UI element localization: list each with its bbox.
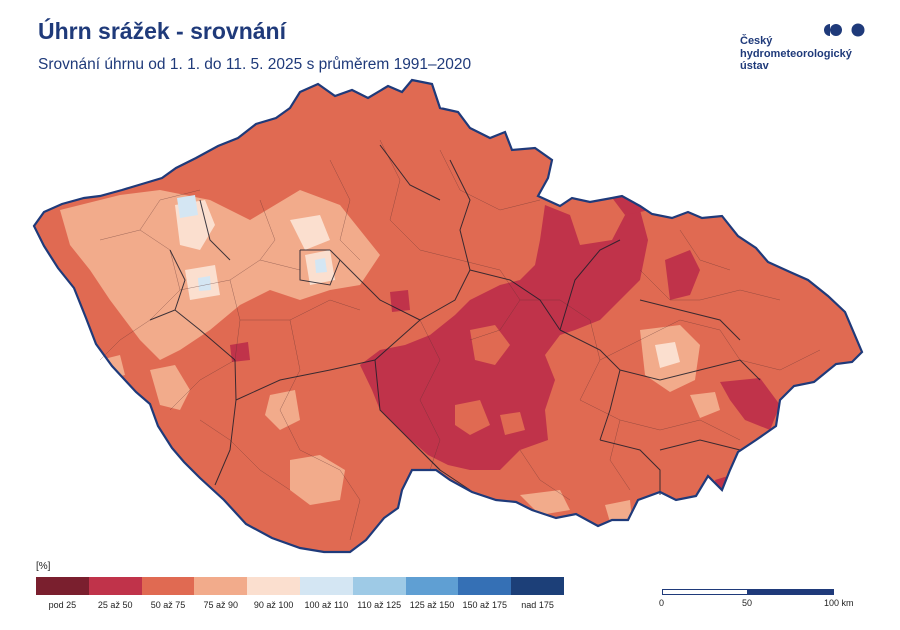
scale-label-zero: 0: [659, 598, 665, 608]
legend-class-label: 125 až 150: [409, 600, 455, 610]
legend-class-label: 90 až 100: [253, 600, 294, 610]
legend-swatch-color: [194, 577, 248, 595]
legend-class-label: pod 25: [48, 600, 77, 610]
legend-class-swatch: [36, 577, 89, 597]
legend-swatch-color: [36, 577, 89, 595]
legend-class-label: 25 až 50: [97, 600, 133, 610]
legend-class-swatch: [352, 577, 406, 597]
scale-label-end: 100 km: [824, 598, 854, 608]
legend-class-label: 100 až 110: [304, 600, 349, 610]
legend-class-swatch: [511, 577, 564, 597]
legend-bar: [36, 577, 564, 597]
legend-swatch-color: [458, 577, 512, 595]
scale-bar-blue-segment: [748, 589, 834, 595]
legend-unit: [%]: [36, 561, 51, 572]
legend-swatch-color: [405, 577, 459, 595]
legend-class-swatch: [194, 577, 248, 597]
scale-bar: [662, 589, 834, 597]
legend-class-label: 75 až 90: [203, 600, 239, 610]
legend-class-swatch: [141, 577, 195, 597]
legend-class-label: 150 až 175: [462, 600, 508, 610]
legend-swatch-color: [88, 577, 142, 595]
legend-class-swatch: [458, 577, 512, 597]
chmi-logo: Český hydrometeorologický ústav: [740, 20, 870, 80]
legend-class-label: nad 175: [521, 600, 554, 610]
scale-label-mid: 50: [742, 598, 753, 608]
legend-swatch-color: [352, 577, 406, 595]
legend-class-swatch: [405, 577, 459, 597]
legend-swatch-color: [247, 577, 300, 595]
legend-class-label: 110 až 125: [357, 600, 402, 610]
legend-class-swatch: [299, 577, 353, 597]
legend-labels: pod 25 25 až 50 50 až 75 75 až 90 90 až 100 1…: [36, 600, 564, 610]
legend-class-label: 50 až 75: [150, 600, 186, 610]
legend-swatch-color: [141, 577, 195, 595]
legend-class-swatch: [88, 577, 142, 597]
scale-bar-white-segment: [662, 589, 748, 595]
map-title: Úhrn srážek - srovnání: [38, 18, 286, 44]
legend-swatch-color: [511, 577, 564, 595]
logo-text-line2: hydrometeorologický: [740, 47, 852, 60]
logo-text-line3: ústav: [740, 60, 769, 72]
chmi-logo-mark-icon: [824, 23, 865, 37]
legend-swatch-color: [299, 577, 353, 595]
map-subtitle: Srovnání úhrnu od 1. 1. do 11. 5. 2025 s…: [38, 56, 472, 73]
legend-class-swatch: [247, 577, 300, 597]
logo-text-line1: Český: [740, 35, 773, 47]
